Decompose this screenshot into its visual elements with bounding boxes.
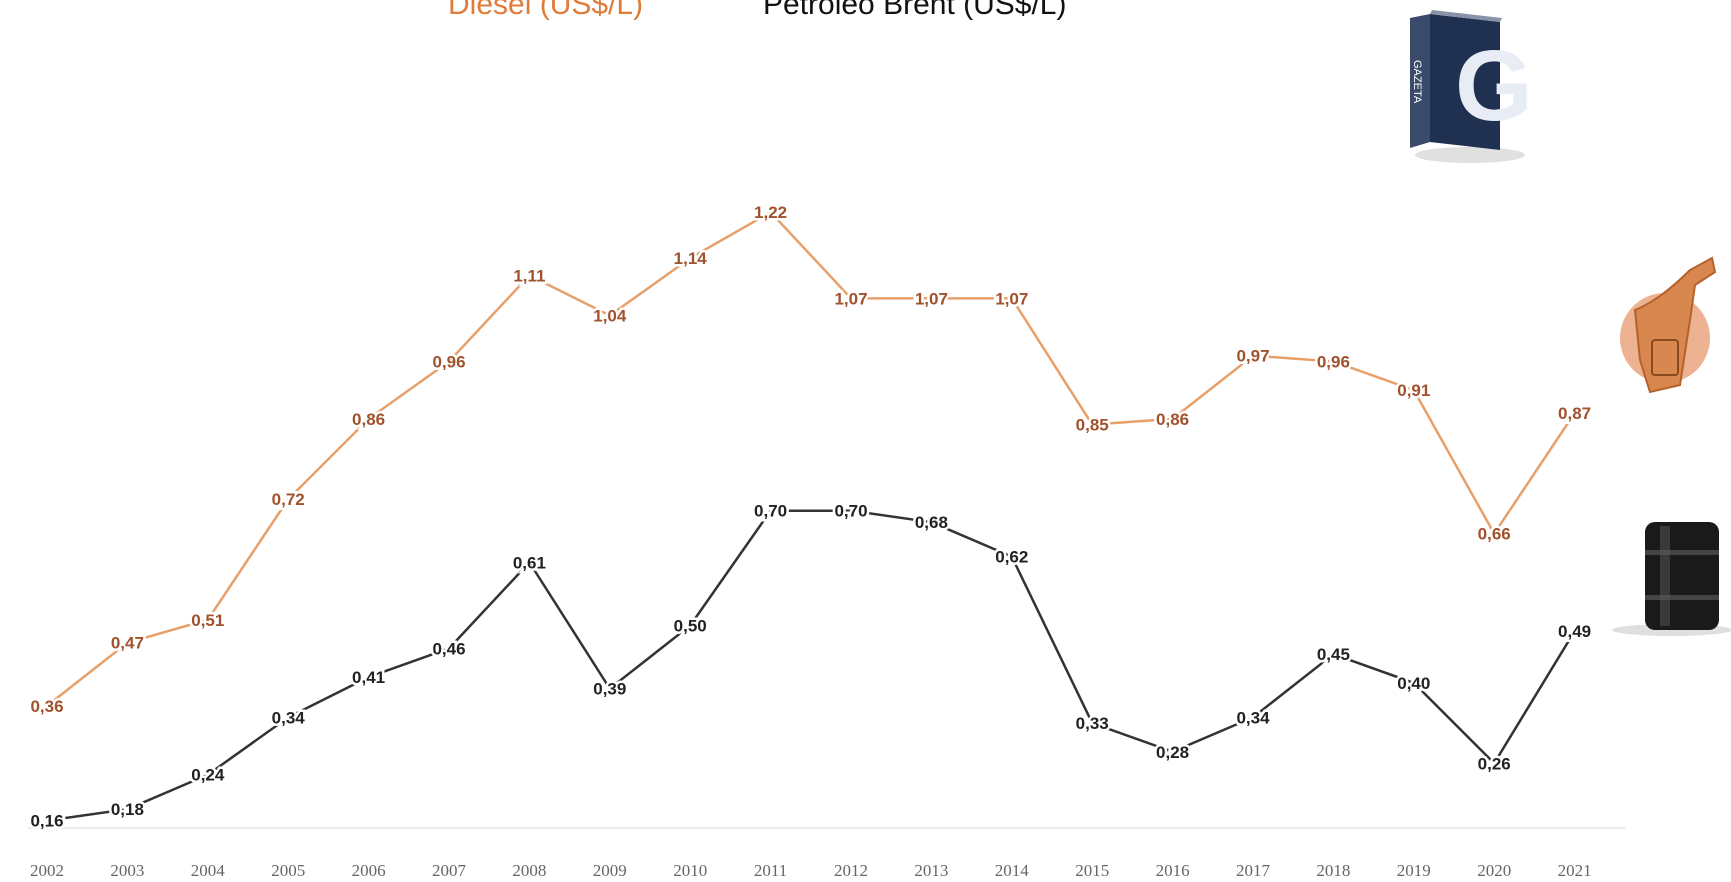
x-tick-label: 2015 [1075, 861, 1109, 880]
data-label: 0,49 [1558, 622, 1591, 641]
series-layer: 0,36 0,47 0,51 0,72 0,86 0,96 1,11 1,04 1,14 1,22… [30, 203, 1591, 830]
data-label: 0,72 [272, 490, 305, 509]
data-label: 0,50 [674, 617, 707, 636]
series-line [47, 511, 1575, 821]
data-label: 0,87 [1558, 404, 1591, 423]
data-label: 0,41 [352, 668, 385, 687]
data-label: 0,51 [191, 611, 224, 630]
data-label: 0,96 [1317, 352, 1350, 371]
x-tick-label: 2019 [1397, 861, 1431, 880]
x-tick-label: 2010 [673, 861, 707, 880]
x-tick-label: 2002 [30, 861, 64, 880]
data-label: 0,16 [30, 812, 63, 831]
data-label: 0,70 [754, 502, 787, 521]
x-tick-label: 2017 [1236, 861, 1271, 880]
data-label: 0,97 [1236, 347, 1269, 366]
series-line [47, 212, 1575, 706]
fuel-nozzle-icon [1620, 258, 1715, 392]
svg-text:G: G [1455, 30, 1533, 142]
x-tick-label: 2020 [1477, 861, 1511, 880]
data-label: 0,47 [111, 634, 144, 653]
data-label: 0,34 [1236, 708, 1270, 727]
x-tick-label: 2006 [352, 861, 386, 880]
data-label: 0,86 [1156, 410, 1189, 429]
x-tick-label: 2003 [110, 861, 144, 880]
data-label: 0,28 [1156, 743, 1189, 762]
svg-text:GAZETA: GAZETA [1411, 60, 1423, 104]
legend-label-brent: Petróleo Brent (US$/L) [763, 0, 1066, 21]
x-tick-label: 2012 [834, 861, 868, 880]
data-label: 0,26 [1478, 754, 1511, 773]
legend: Diesel (US$/L) Petróleo Brent (US$/L) [375, 0, 1066, 21]
x-tick-label: 2018 [1316, 861, 1350, 880]
oil-barrel-icon [1612, 522, 1731, 636]
data-label: 0,46 [432, 639, 465, 658]
data-label: 0,85 [1076, 416, 1109, 435]
data-label: 0,18 [111, 800, 144, 819]
data-label: 0,36 [30, 697, 63, 716]
data-label: 0,61 [513, 553, 546, 572]
x-tick-label: 2014 [995, 861, 1030, 880]
x-tick-label: 2005 [271, 861, 305, 880]
legend-item-diesel: Diesel (US$/L) [375, 0, 643, 21]
data-label: 0,70 [834, 502, 867, 521]
data-label: 0,66 [1478, 525, 1511, 544]
data-label: 0,40 [1397, 674, 1430, 693]
series-diesel: 0,36 0,47 0,51 0,72 0,86 0,96 1,11 1,04 1,14 1,22… [30, 203, 1591, 716]
data-label: 0,45 [1317, 645, 1350, 664]
x-tick-label: 2004 [191, 861, 226, 880]
data-label: 1,07 [995, 289, 1028, 308]
legend-label-diesel: Diesel (US$/L) [448, 0, 643, 21]
data-label: 1,14 [674, 249, 708, 268]
x-axis-ticks: 2002 2003 2004 2005 2006 2007 2008 2009 2010 2011… [30, 861, 1592, 880]
data-label: 0,91 [1397, 381, 1430, 400]
x-tick-label: 2021 [1558, 861, 1592, 880]
data-label: 1,11 [513, 266, 545, 285]
data-label: 1,07 [915, 289, 948, 308]
x-tick-label: 2011 [754, 861, 787, 880]
x-tick-label: 2008 [512, 861, 546, 880]
data-label: 0,68 [915, 513, 948, 532]
legend-item-brent: Petróleo Brent (US$/L) [690, 0, 1066, 21]
data-label: 0,34 [272, 708, 306, 727]
x-tick-label: 2016 [1156, 861, 1190, 880]
x-tick-label: 2007 [432, 861, 467, 880]
data-label: 0,39 [593, 680, 626, 699]
data-label: 0,96 [432, 352, 465, 371]
data-label: 0,33 [1076, 714, 1109, 733]
data-label: 0,24 [191, 766, 225, 785]
series-brent: 0,16 0,18 0,24 0,34 0,41 0,46 0,61 0,39 0,50 0,70… [30, 502, 1591, 831]
data-label: 0,62 [995, 548, 1028, 567]
data-label: 1,07 [834, 289, 867, 308]
data-label: 0,86 [352, 410, 385, 429]
data-label: 1,22 [754, 203, 787, 222]
book-g-logo: G GAZETA [1410, 10, 1533, 163]
x-tick-label: 2013 [914, 861, 948, 880]
data-label: 1,04 [593, 307, 627, 326]
x-tick-label: 2009 [593, 861, 627, 880]
